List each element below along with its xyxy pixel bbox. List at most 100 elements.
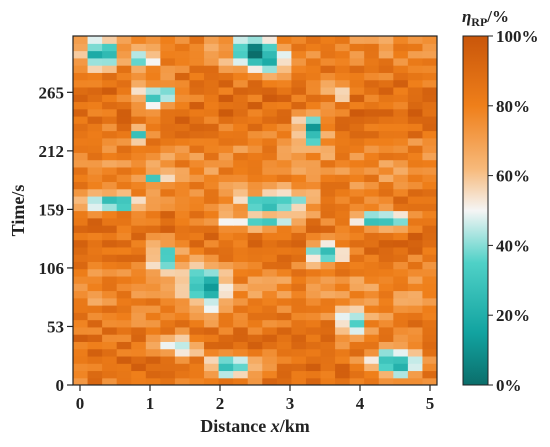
heatmap-cell xyxy=(378,334,394,342)
heatmap-cell xyxy=(233,50,249,59)
heatmap-cell xyxy=(160,275,176,284)
heatmap-cell xyxy=(364,86,380,95)
colorbar-title: ηRP/% xyxy=(462,7,509,29)
heatmap-cell xyxy=(73,261,89,270)
heatmap-cell xyxy=(305,79,322,88)
heatmap-cell xyxy=(407,268,424,277)
heatmap-cell xyxy=(131,57,147,66)
heatmap-cell xyxy=(393,297,409,306)
heatmap-cell xyxy=(73,181,89,190)
heatmap-cell xyxy=(407,363,424,372)
heatmap-cell xyxy=(320,152,336,161)
heatmap-cell xyxy=(305,312,322,321)
heatmap-cell xyxy=(305,195,322,204)
heatmap-cell xyxy=(349,297,365,306)
heatmap-cell xyxy=(87,268,103,277)
heatmap-cell xyxy=(320,239,336,248)
heatmap-cell xyxy=(407,203,424,212)
heatmap-cell xyxy=(87,334,103,342)
heatmap-cell xyxy=(116,261,132,270)
y-tick-label: 212 xyxy=(39,142,65,161)
heatmap-cell xyxy=(422,72,437,81)
heatmap-cell xyxy=(233,86,249,95)
heatmap-cell xyxy=(218,312,234,321)
heatmap-cell xyxy=(262,348,278,357)
heatmap-cell xyxy=(233,290,249,299)
heatmap-cell xyxy=(145,195,161,204)
heatmap-cell xyxy=(189,334,205,342)
heatmap-cell xyxy=(189,50,205,59)
heatmap-cell xyxy=(364,275,380,284)
heatmap-cell xyxy=(291,43,307,52)
heatmap-cell xyxy=(247,254,263,262)
heatmap-cell xyxy=(218,217,234,226)
heatmap-cell xyxy=(364,254,380,262)
heatmap-cell xyxy=(87,86,103,95)
heatmap-cell xyxy=(174,65,191,73)
heatmap-cell xyxy=(116,246,132,255)
heatmap-cell xyxy=(378,65,394,73)
heatmap-cell xyxy=(393,203,409,212)
heatmap-cell xyxy=(218,65,234,73)
heatmap-cell xyxy=(422,203,437,212)
heatmap-cell xyxy=(174,50,191,59)
colorbar-ticks: 0% 20% 40% 60% 80% 100% xyxy=(488,27,539,395)
heatmap-cell xyxy=(262,355,278,364)
heatmap-cell xyxy=(378,137,394,146)
heatmap-cell xyxy=(305,363,322,372)
heatmap-cell xyxy=(247,275,263,284)
heatmap-cell xyxy=(407,57,424,66)
heatmap-cell xyxy=(364,137,380,146)
heatmap-cell xyxy=(407,123,424,132)
heatmap-cell xyxy=(364,101,380,110)
heatmap-cell xyxy=(335,217,351,226)
heatmap-cell xyxy=(87,370,103,379)
heatmap-cell xyxy=(262,319,278,328)
heatmap-cell xyxy=(145,341,161,350)
heatmap-cell xyxy=(218,232,234,241)
heatmap-cell xyxy=(247,65,263,73)
heatmap-cell xyxy=(218,254,234,262)
heatmap-cell xyxy=(262,217,278,226)
heatmap-cell xyxy=(218,297,234,306)
heatmap-cell xyxy=(364,108,380,117)
heatmap-cell xyxy=(218,137,234,146)
heatmap-cell xyxy=(189,43,205,52)
heatmap-cell xyxy=(189,297,205,306)
heatmap-cell xyxy=(393,246,409,255)
heatmap-cell xyxy=(305,283,322,292)
heatmap-cell xyxy=(87,283,103,292)
heatmap-cell xyxy=(349,246,365,255)
heatmap-cell xyxy=(349,261,365,270)
heatmap-cell xyxy=(145,246,161,255)
heatmap-cell xyxy=(393,290,409,299)
heatmap-cell xyxy=(233,79,249,88)
heatmap-cell xyxy=(145,254,161,262)
heatmap-cell xyxy=(174,166,191,175)
heatmap-cell xyxy=(145,43,161,52)
heatmap-cell xyxy=(291,246,307,255)
heatmap-cell xyxy=(349,108,365,117)
heatmap-cell xyxy=(116,225,132,233)
heatmap-cell xyxy=(174,370,191,379)
heatmap-cell xyxy=(102,174,118,183)
heatmap-cell xyxy=(160,319,176,328)
heatmap-cell xyxy=(131,188,147,197)
heatmap-cell xyxy=(262,239,278,248)
heatmap-cell xyxy=(233,363,249,372)
heatmap-cell xyxy=(73,203,89,212)
heatmap-cell xyxy=(204,254,220,262)
heatmap-cell xyxy=(174,72,191,81)
heatmap-cell xyxy=(189,225,205,233)
heatmap-cell xyxy=(204,181,220,190)
heatmap-cell xyxy=(73,377,89,385)
heatmap-cell xyxy=(145,57,161,66)
heatmap-cell xyxy=(160,79,176,88)
heatmap-cell xyxy=(233,283,249,292)
heatmap-cell xyxy=(174,195,191,204)
heatmap-cell xyxy=(262,275,278,284)
heatmap-cell xyxy=(320,57,336,66)
heatmap-cell xyxy=(204,188,220,197)
heatmap-cell xyxy=(349,326,365,335)
heatmap-cell xyxy=(320,159,336,168)
